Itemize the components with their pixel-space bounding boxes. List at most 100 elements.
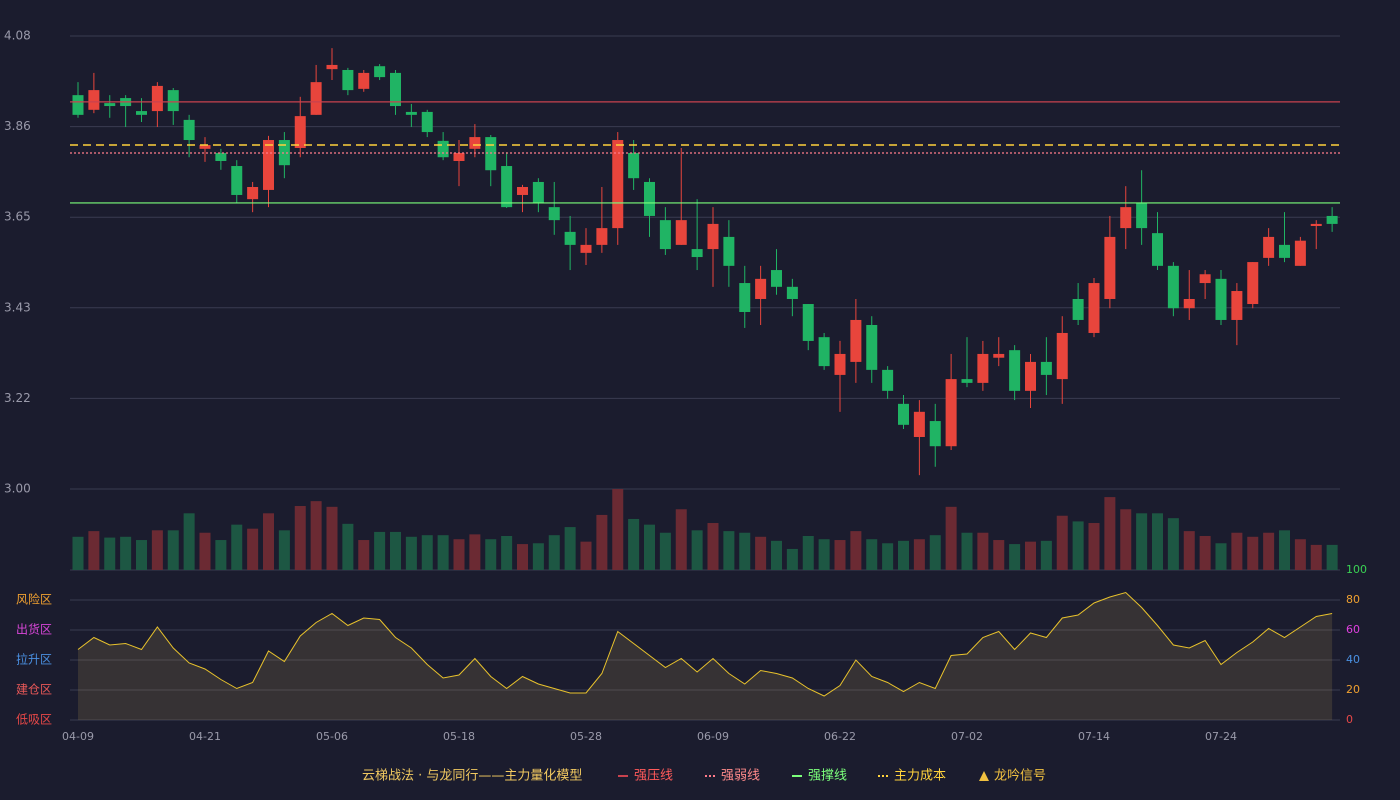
candle-body <box>1263 236 1275 258</box>
y-tick-label: 3.43 <box>4 300 31 314</box>
candle-body <box>723 236 735 266</box>
volume-bar <box>786 548 798 570</box>
candle-body <box>644 181 655 216</box>
x-tick-label: 05-28 <box>570 730 602 743</box>
y2-tick-label: 80 <box>1346 593 1360 606</box>
candle-body <box>390 72 401 107</box>
candle-body <box>961 379 973 383</box>
volume-bar <box>993 540 1005 570</box>
volume-bar <box>659 532 671 570</box>
candle-body <box>72 95 84 115</box>
volume-bar <box>501 535 513 570</box>
volume-bar <box>961 532 973 570</box>
volume-bar <box>564 527 576 570</box>
volume-bar <box>390 531 401 570</box>
x-tick-label: 04-09 <box>62 730 94 743</box>
volume-bar <box>358 540 370 570</box>
candle-body <box>358 72 370 89</box>
x-tick-label: 07-02 <box>951 730 983 743</box>
candle-body <box>993 353 1005 358</box>
x-tick-label: 05-18 <box>443 730 475 743</box>
volume-bar <box>977 532 989 570</box>
candle-body <box>739 283 751 312</box>
candle-body <box>929 421 941 447</box>
volume-bar <box>707 523 719 570</box>
oscillator-area <box>78 592 1333 720</box>
candle-body <box>1215 278 1227 320</box>
volume-bar <box>532 543 544 570</box>
volume-bar <box>1294 539 1306 570</box>
candle-body <box>199 145 211 149</box>
candle-body <box>294 116 306 148</box>
volume-bar <box>326 506 338 570</box>
candle-body <box>342 69 354 91</box>
volume-bar <box>1199 535 1211 570</box>
volume-bar <box>263 513 274 570</box>
volume-bar <box>1136 513 1148 570</box>
volume-bar <box>866 539 878 570</box>
candle-body <box>1326 215 1338 224</box>
volume-bar <box>834 540 846 570</box>
y2-tick-label: 60 <box>1346 623 1360 636</box>
volume-bar <box>247 528 259 570</box>
volume-bar <box>1072 521 1084 570</box>
volume-bar <box>850 531 862 570</box>
x-tick-label: 07-14 <box>1078 730 1110 743</box>
volume-bar <box>342 523 354 570</box>
candle-body <box>310 82 322 115</box>
volume-bar <box>1310 544 1322 570</box>
candle-body <box>1056 332 1068 380</box>
candle-body <box>786 286 798 299</box>
volume-bar <box>1120 509 1132 570</box>
x-tick-label: 06-09 <box>697 730 729 743</box>
candle-body <box>247 187 259 200</box>
volume-bar <box>913 539 925 570</box>
zone-label: 拉升区 <box>16 652 52 667</box>
candle-body <box>532 181 544 203</box>
volume-bar <box>898 540 909 570</box>
volume-bar <box>72 536 84 570</box>
volume-bar <box>882 543 894 570</box>
candle-body <box>1088 283 1100 333</box>
volume-bar <box>771 540 782 570</box>
candle-body <box>1294 240 1306 266</box>
volume-bar <box>1231 532 1243 570</box>
volume-bar <box>1152 513 1163 570</box>
candle-body <box>834 353 846 375</box>
legend-label: 强撑线 <box>808 769 847 784</box>
volume-bar <box>1279 530 1290 570</box>
candle-body <box>326 64 338 70</box>
volume-bar <box>691 530 703 570</box>
x-tick-label: 07-24 <box>1205 730 1237 743</box>
volume-bar <box>517 544 528 570</box>
candle-body <box>517 187 528 195</box>
candle-body <box>469 137 481 149</box>
volume-bar <box>294 506 306 570</box>
y-tick-label: 4.08 <box>4 29 31 43</box>
volume-bar <box>469 534 481 570</box>
candle-body <box>231 166 243 195</box>
volume-bar <box>1056 515 1068 570</box>
candle-body <box>1009 350 1021 391</box>
volume-bar <box>929 535 941 570</box>
candle-body <box>1104 236 1116 299</box>
candle-body <box>421 111 433 133</box>
candle-body <box>1025 361 1036 391</box>
legend-label: 主力成本 <box>894 769 946 784</box>
candle-body <box>104 103 116 107</box>
legend-label: 强弱线 <box>721 769 760 784</box>
zone-label: 建仓区 <box>16 683 52 697</box>
volume-bar <box>199 532 211 570</box>
candle-body <box>596 228 608 245</box>
candle-body <box>278 140 290 166</box>
candle-body <box>167 90 179 112</box>
zone-label: 风险区 <box>16 592 52 607</box>
y-tick-label: 3.22 <box>4 391 31 405</box>
candle-body <box>501 166 513 208</box>
candle-body <box>1072 298 1084 320</box>
volume-bar <box>453 539 465 570</box>
candle-body <box>913 411 925 437</box>
volume-bar <box>485 539 497 570</box>
